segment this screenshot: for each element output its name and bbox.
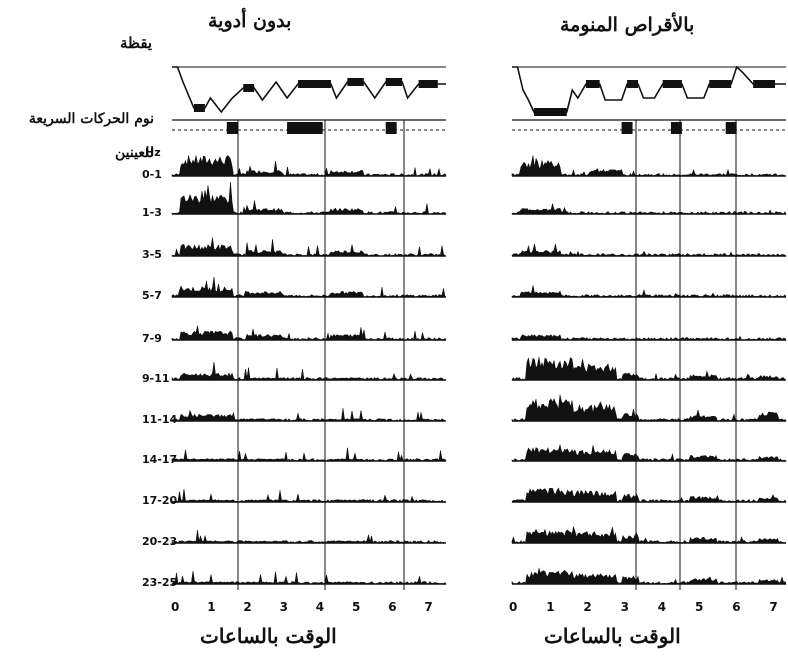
x-tick-0: 0 (171, 600, 180, 614)
rem-period-block (418, 80, 438, 88)
panel-title-sleeping-pills: بالأقراص المنومة (560, 14, 695, 36)
rem-period-block (533, 108, 567, 116)
spectral-trace-20-23 (511, 525, 787, 544)
band-label-17-20: 17-20 (142, 494, 178, 507)
wake-label: يقظة (120, 34, 153, 52)
x-tick-4: 4 (657, 600, 667, 614)
spectral-trace-23-25 (511, 567, 787, 585)
x-tick-3: 3 (279, 600, 288, 614)
rem-period-block (753, 80, 776, 88)
x-tick-4: 4 (315, 600, 325, 614)
x-tick-7: 7 (769, 600, 778, 614)
band-label-11-14: 11-14 (142, 413, 178, 426)
spectral-trace-23-25 (171, 571, 447, 585)
rem-period-block (193, 104, 205, 112)
x-tick-6: 6 (388, 600, 397, 614)
rem-period-block (627, 80, 639, 88)
spectral-trace-3-5 (171, 237, 447, 257)
spectral-trace-5-7 (511, 285, 787, 298)
hypnogram-trace (172, 66, 446, 114)
eye-movement-block (670, 122, 682, 134)
spectral-trace-14-17 (511, 443, 787, 462)
band-label-3-5: 3-5 (142, 248, 162, 261)
eye-movement-block (621, 122, 633, 134)
spectral-trace-9-11 (511, 356, 787, 381)
x-axis-label-sleeping-pills: الوقت بالساعات (544, 624, 681, 648)
rem-period-block (709, 80, 732, 88)
eye-movement-block (287, 122, 323, 134)
x-tick-7: 7 (424, 600, 433, 614)
spectral-trace-7-9 (171, 325, 447, 341)
rem-label: نوم الحركات السريعة للعينين (28, 111, 154, 161)
rem-period-block (662, 80, 682, 88)
x-tick-2: 2 (583, 600, 592, 614)
eye-movement-block (725, 122, 737, 134)
hypnogram-trace (512, 65, 786, 113)
eye-movement-block (385, 122, 397, 134)
rem-period-block (385, 78, 403, 86)
x-tick-6: 6 (732, 600, 741, 614)
rem-period-block (347, 78, 364, 86)
spectral-trace-14-17 (171, 447, 447, 462)
x-tick-3: 3 (620, 600, 629, 614)
x-tick-1: 1 (546, 600, 555, 614)
rem-period-block (298, 80, 331, 88)
x-axis-label-no-medication: الوقت بالساعات (200, 624, 337, 648)
x-tick-2: 2 (243, 600, 252, 614)
spectral-trace-11-14 (511, 394, 787, 422)
x-tick-5: 5 (695, 600, 704, 614)
rem-period-block (243, 84, 255, 92)
spectral-trace-1-3 (171, 182, 447, 215)
band-label-0-1: 0-1 (142, 168, 162, 181)
rem-period-block (585, 80, 600, 88)
x-tick-0: 0 (509, 600, 518, 614)
band-label-23-25: 23-25 (142, 576, 178, 589)
spectral-trace-1-3 (511, 203, 787, 215)
band-label-20-23: 20-23 (142, 535, 178, 548)
spectral-trace-0-1 (171, 155, 447, 177)
spectral-trace-17-20 (511, 487, 787, 503)
spectral-trace-11-14 (171, 408, 447, 422)
panel-title-no-medication: بدون أدوية (208, 10, 292, 32)
x-tick-1: 1 (207, 600, 216, 614)
x-tick-5: 5 (352, 600, 361, 614)
band-label-5-7: 5-7 (142, 289, 162, 302)
spectral-trace-9-11 (171, 361, 447, 381)
band-label-1-3: 1-3 (142, 206, 162, 219)
spectral-trace-3-5 (511, 243, 787, 257)
eye-movement-block (226, 122, 238, 134)
spectral-trace-0-1 (511, 155, 787, 177)
spectral-trace-5-7 (171, 276, 447, 298)
hz-label: Hz (145, 146, 161, 159)
band-label-9-11: 9-11 (142, 372, 170, 385)
spectral-trace-17-20 (171, 488, 447, 503)
band-label-14-17: 14-17 (142, 453, 178, 466)
band-label-7-9: 7-9 (142, 332, 162, 345)
spectral-trace-20-23 (171, 529, 446, 544)
